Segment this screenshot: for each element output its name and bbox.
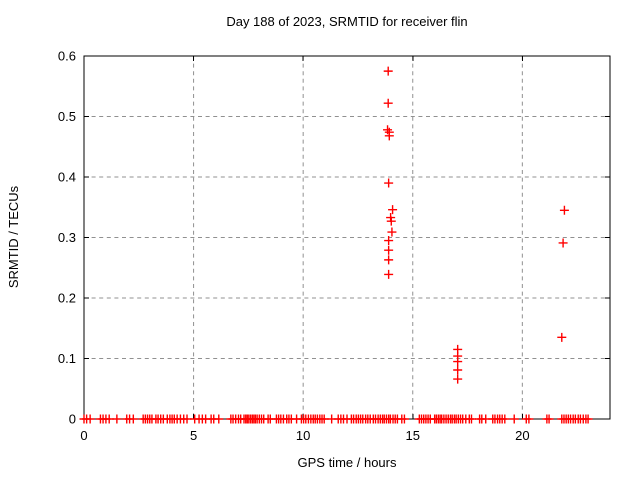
data-point-marker [384, 131, 394, 141]
data-point-marker [214, 414, 224, 424]
y-tick-label: 0.4 [58, 170, 76, 185]
x-tick-label: 15 [406, 428, 420, 443]
data-point-marker [453, 357, 463, 367]
data-point-marker [384, 269, 394, 279]
x-tick-label: 5 [190, 428, 197, 443]
data-point-marker [559, 205, 569, 215]
data-point-marker [383, 125, 393, 135]
y-tick-label: 0.1 [58, 351, 76, 366]
data-point-marker [384, 255, 394, 265]
data-point-marker [583, 414, 593, 424]
tick-label-layer: 0 5 10 15 20 0 0.1 0.2 0.3 0.4 0.5 0.6 [58, 49, 530, 444]
data-point-marker [182, 414, 192, 424]
data-point-marker [384, 178, 394, 188]
data-point-marker [453, 374, 463, 384]
data-point-marker [387, 227, 397, 237]
data-point-marker [383, 66, 393, 76]
data-point-marker [544, 414, 554, 424]
data-point-marker [466, 414, 476, 424]
y-tick-label: 0.3 [58, 230, 76, 245]
data-point-marker [384, 236, 394, 246]
x-axis-label: GPS time / hours [298, 455, 397, 470]
data-point-marker [104, 414, 114, 424]
tick-layer [83, 55, 610, 420]
data-point-marker [557, 332, 567, 342]
chart-title: Day 188 of 2023, SRMTID for receiver fli… [226, 14, 467, 29]
data-point-marker [524, 414, 534, 424]
x-tick-label: 10 [296, 428, 310, 443]
data-point-marker [128, 414, 138, 424]
y-axis-label: SRMTID / TECUs [6, 185, 21, 288]
data-points-layer [79, 66, 593, 424]
data-point-marker [383, 98, 393, 108]
y-tick-label: 0.6 [58, 49, 76, 64]
data-point-marker [500, 414, 510, 424]
data-point-marker [388, 205, 398, 215]
data-point-marker [558, 238, 568, 248]
data-point-marker [384, 245, 394, 255]
data-point-marker [112, 414, 122, 424]
data-point-marker [453, 365, 463, 375]
data-point-marker [509, 414, 519, 424]
data-point-marker [399, 414, 409, 424]
y-tick-label: 0.5 [58, 109, 76, 124]
y-tick-label: 0 [69, 412, 76, 427]
grid-layer [84, 56, 610, 419]
data-point-marker [85, 414, 95, 424]
y-tick-label: 0.2 [58, 291, 76, 306]
data-point-marker [386, 216, 396, 226]
x-tick-label: 20 [515, 428, 529, 443]
x-tick-label: 0 [80, 428, 87, 443]
